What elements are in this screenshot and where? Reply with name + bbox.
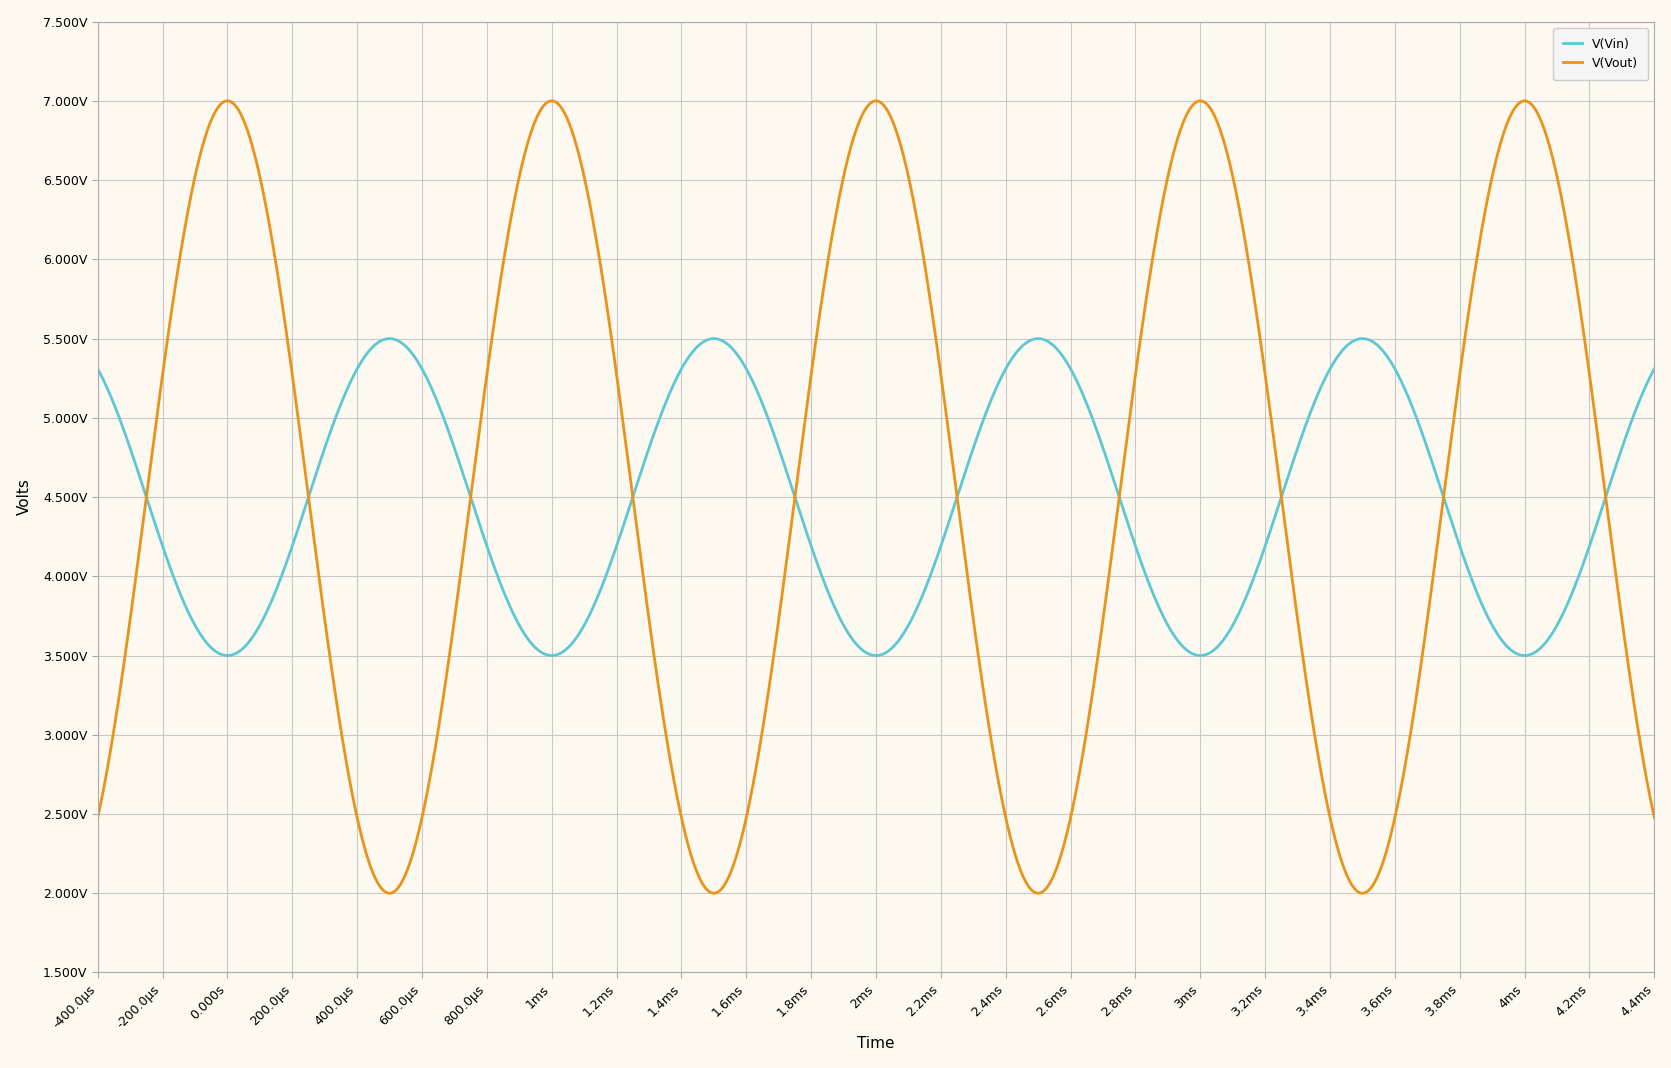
V(Vin) (541, 649, 561, 662)
V(Vin) (824, 599, 844, 612)
V(Vin) (1544, 625, 1564, 638)
V(Vin) (1029, 332, 1049, 345)
V(Vin) (1644, 362, 1664, 375)
V(Vout) (476, 377, 496, 390)
V(Vin) (1203, 645, 1223, 658)
V(Vin) (87, 362, 107, 375)
V(Vout) (1644, 812, 1664, 824)
Line: V(Vout): V(Vout) (97, 100, 1654, 893)
Legend: V(Vin), V(Vout): V(Vin), V(Vout) (1554, 28, 1648, 80)
V(Vout) (1029, 886, 1049, 899)
V(Vout) (379, 886, 399, 899)
V(Vout) (87, 812, 107, 824)
V(Vout) (541, 94, 561, 107)
V(Vout) (1544, 156, 1564, 169)
Y-axis label: Volts: Volts (17, 478, 32, 516)
V(Vout) (824, 218, 844, 231)
V(Vout) (1203, 106, 1223, 119)
Line: V(Vin): V(Vin) (97, 339, 1654, 656)
V(Vin) (379, 332, 399, 345)
X-axis label: Time: Time (857, 1036, 894, 1051)
V(Vout) (1088, 656, 1108, 669)
V(Vin) (476, 536, 496, 549)
V(Vin) (1088, 425, 1108, 438)
